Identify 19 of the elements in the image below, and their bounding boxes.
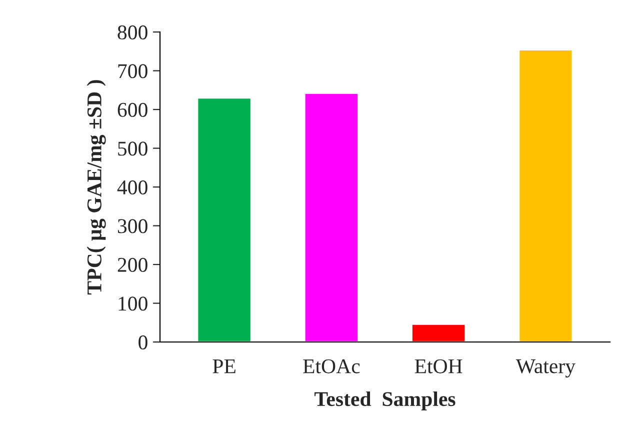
y-tick-label: 600 [118,102,148,117]
y-tick-label: 400 [117,180,148,194]
y-tick-label: 100 [118,296,148,311]
y-tick-label: 700 [118,64,148,78]
x-tick-label: EtOAc [303,359,360,374]
x-axis-title: Tested Samples [314,391,456,410]
y-tick-label: 300 [118,219,148,234]
x-tick-label: Watery [516,359,576,378]
x-tick-label: PE [212,359,236,374]
y-tick-label: 500 [118,142,148,156]
y-tick-label: 200 [118,258,148,272]
x-tick-label: EtOH [414,359,462,374]
y-tick-label: 0 [138,335,148,350]
bar [304,92,359,342]
bar [411,323,466,342]
y-axis-title: TPC( µg GAE/mg ±SD ) [86,80,106,294]
bar [518,49,574,342]
bar [196,97,252,342]
y-tick-label: 800 [118,25,148,40]
